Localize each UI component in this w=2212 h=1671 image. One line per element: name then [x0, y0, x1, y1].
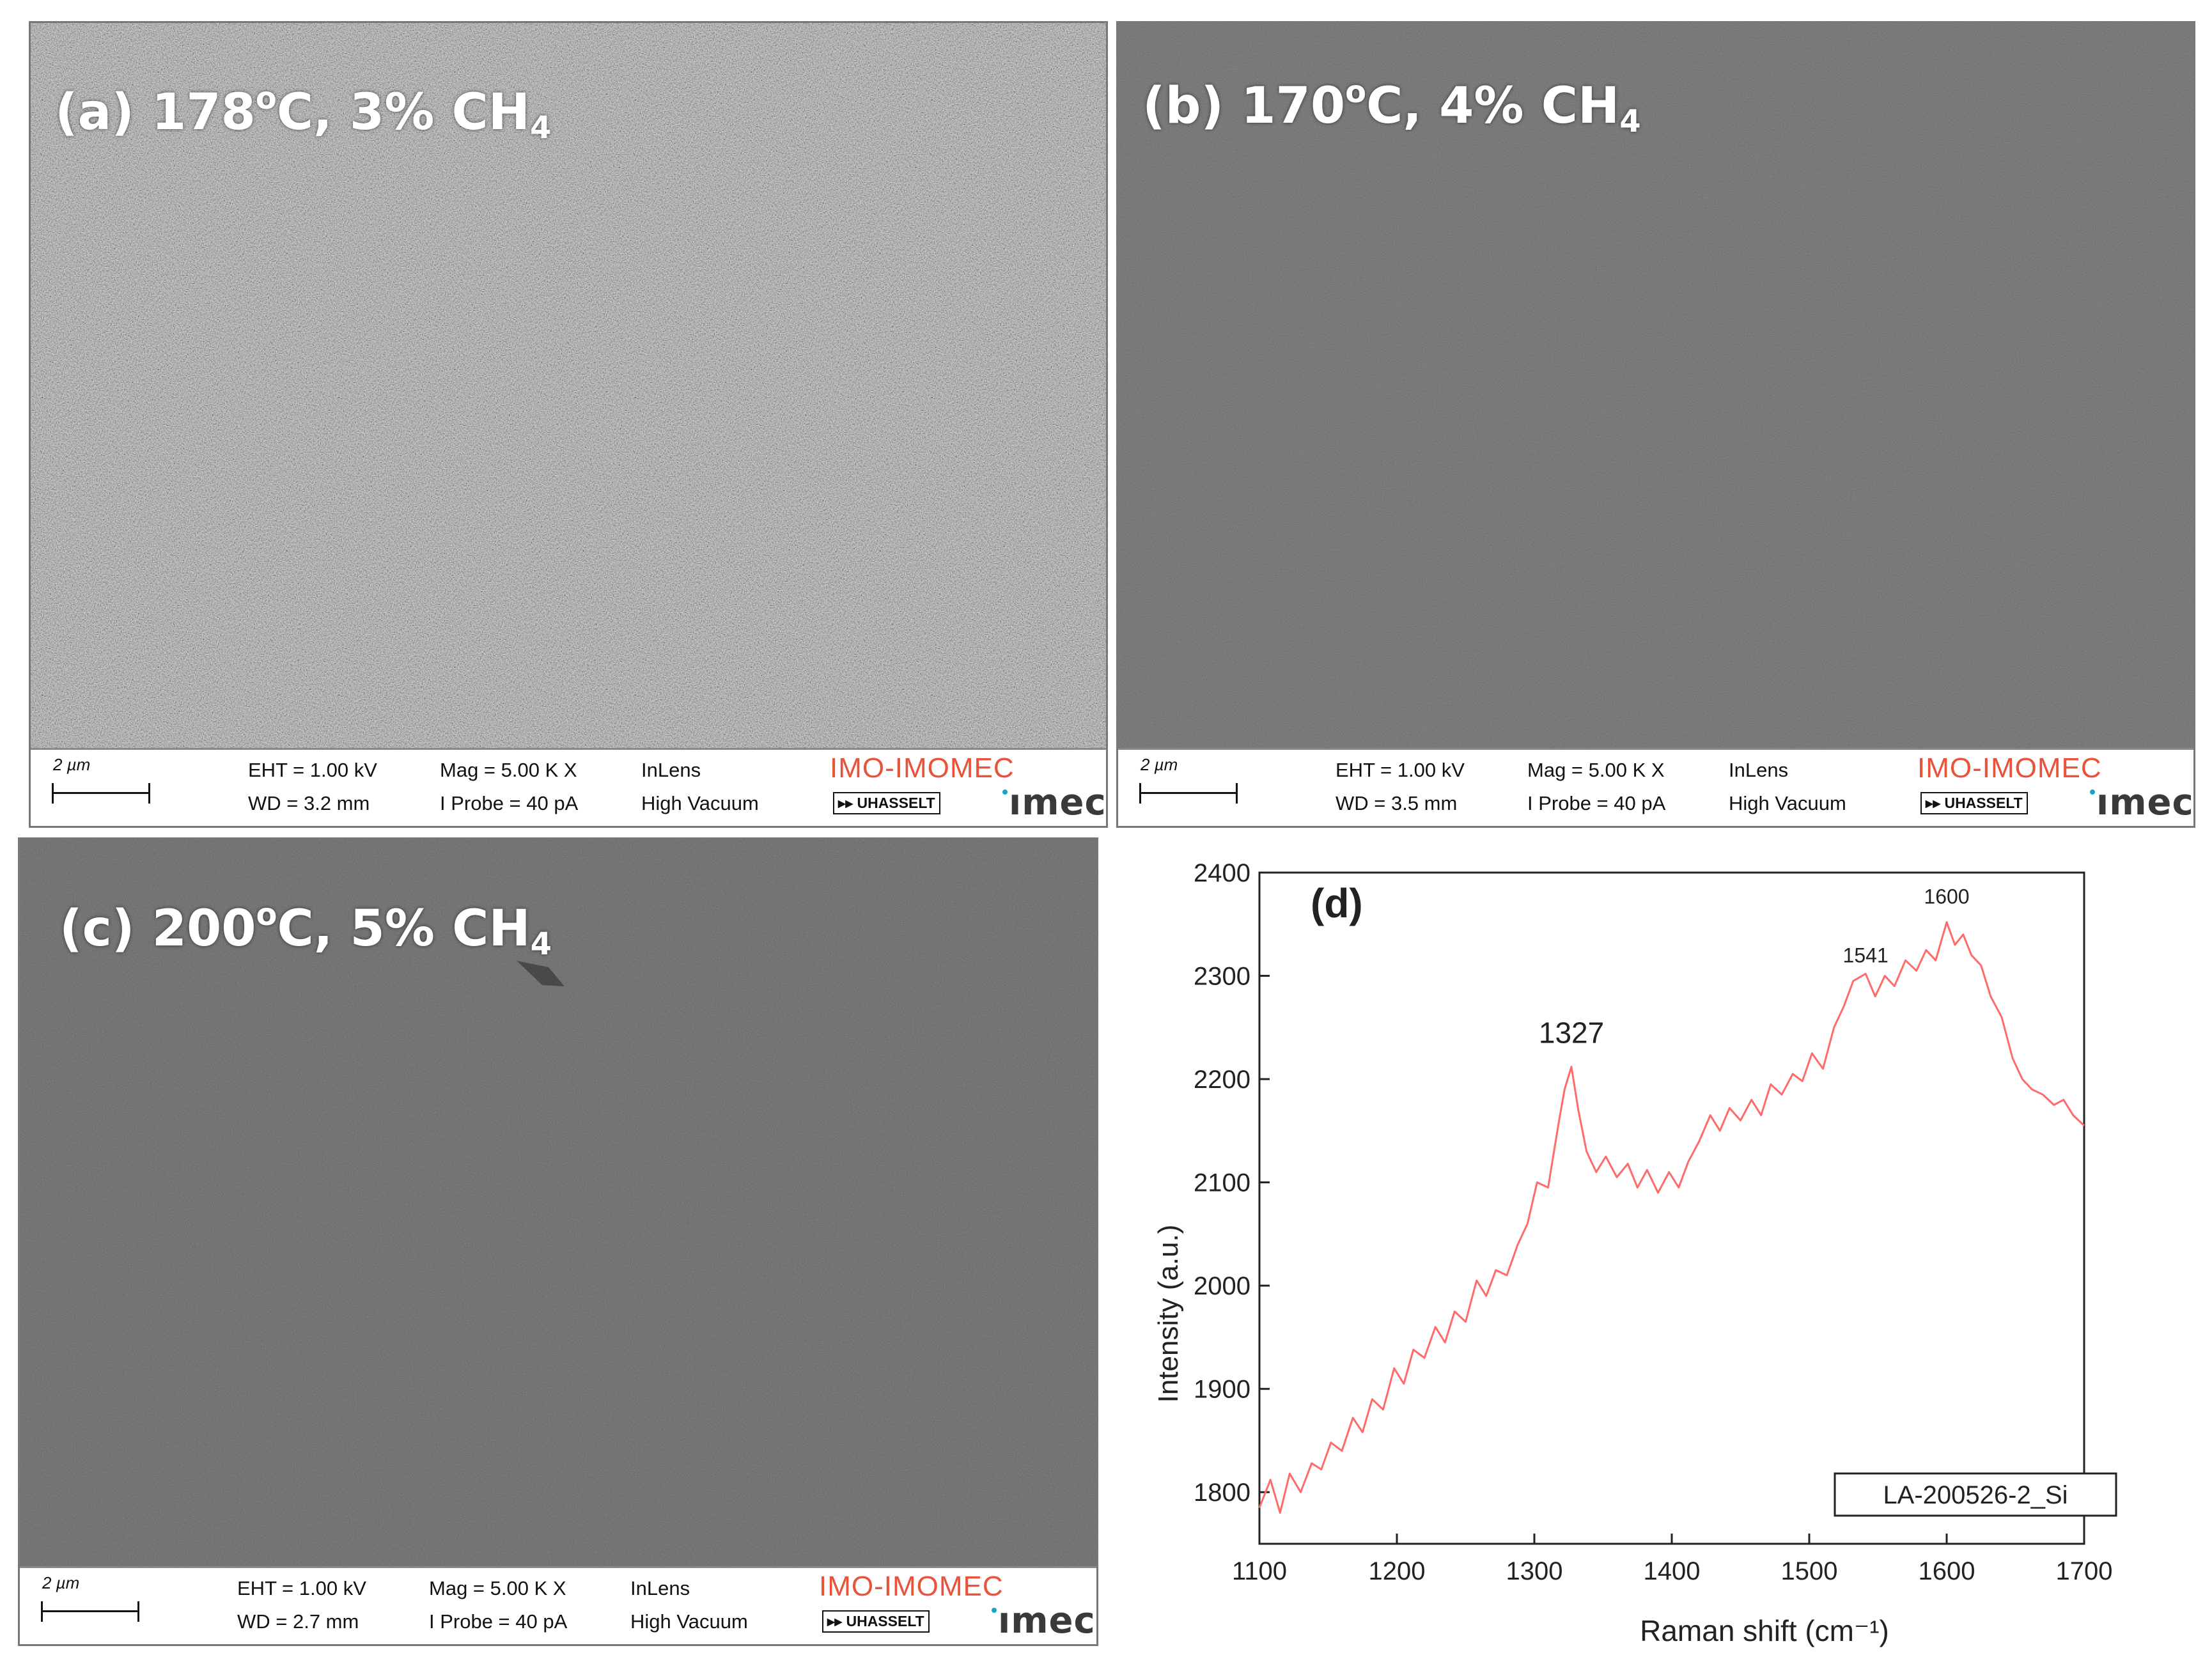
peak-label-1541: 1541	[1843, 944, 1889, 967]
sem-panel-b: (b) 170oC, 4% CH4 2 µm EHT = 1.00 kV WD …	[1116, 21, 2195, 828]
sem-texture-c	[20, 839, 1096, 1570]
iprobe-b: I Probe = 40 pA	[1527, 792, 1666, 814]
sem-texture-b	[1118, 23, 2193, 752]
sem-image-a: (a) 178oC, 3% CH4	[31, 23, 1106, 752]
detector-a: InLens	[641, 759, 701, 781]
scale-label-c: 2 µm	[42, 1573, 80, 1592]
sem-databar-b: 2 µm EHT = 1.00 kV WD = 3.5 mm Mag = 5.0…	[1118, 748, 2193, 826]
y-tick-label: 2400	[1194, 859, 1250, 887]
x-tick-label: 1300	[1506, 1557, 1563, 1585]
imec-dot-icon	[2090, 789, 2095, 795]
imo-imomec-logo: IMO-IMOMEC	[819, 1571, 1004, 1602]
y-tick-label: 2300	[1194, 963, 1250, 991]
iprobe-a: I Probe = 40 pA	[440, 792, 579, 814]
wd-b: WD = 3.5 mm	[1336, 792, 1458, 814]
scale-bar-b	[1139, 783, 1238, 804]
legend-box: LA-200526-2_Si	[1834, 1472, 2117, 1517]
sem-texture-a	[31, 23, 1106, 752]
mag-c: Mag = 5.00 K X	[429, 1577, 566, 1599]
sem-panel-a: (a) 178oC, 3% CH4 2 µm EHT = 1.00 kV WD …	[29, 21, 1108, 828]
imec-dot-icon	[1002, 789, 1008, 795]
sem-databar-a: 2 µm EHT = 1.00 kV WD = 3.2 mm Mag = 5.0…	[31, 748, 1106, 826]
imo-imomec-logo: IMO-IMOMEC	[1917, 752, 2102, 784]
raman-series	[1258, 921, 2085, 1514]
plot-border	[1258, 871, 2085, 1545]
x-tick-label: 1700	[2056, 1557, 2113, 1585]
y-tick-label: 2000	[1194, 1272, 1250, 1300]
panel-label-c: (c) 200oC, 5% CH4	[59, 897, 552, 962]
eht-b: EHT = 1.00 kV	[1336, 759, 1465, 781]
mag-b: Mag = 5.00 K X	[1527, 759, 1665, 781]
scale-label-a: 2 µm	[53, 755, 91, 774]
legend-text: LA-200526-2_Si	[1883, 1481, 2068, 1509]
x-tick-label: 1200	[1369, 1557, 1426, 1585]
eht-a: EHT = 1.00 kV	[248, 759, 377, 781]
scale-bar-a	[52, 783, 150, 804]
vacuum-c: High Vacuum	[630, 1610, 748, 1633]
scale-label-b: 2 µm	[1141, 755, 1178, 774]
vacuum-a: High Vacuum	[641, 792, 759, 814]
raman-chart: 1100 1200 1300 1400 1500 1600 1700 1800 1900 2000…	[1153, 859, 2117, 1647]
mag-a: Mag = 5.00 K X	[440, 759, 577, 781]
wd-c: WD = 2.7 mm	[237, 1610, 359, 1633]
raman-spectrum-line	[1258, 921, 2085, 1514]
sem-databar-c: 2 µm EHT = 1.00 kV WD = 2.7 mm Mag = 5.0…	[20, 1566, 1096, 1644]
imec-logo: ımec	[1009, 782, 1107, 823]
y-tick-label: 2200	[1194, 1066, 1250, 1094]
detector-c: InLens	[630, 1577, 690, 1599]
x-tick-label: 1500	[1781, 1557, 1838, 1585]
peak-annotations: 1327 1541 1600	[1539, 885, 1970, 1049]
eht-c: EHT = 1.00 kV	[237, 1577, 366, 1599]
imec-dot-icon	[992, 1608, 997, 1613]
uhasselt-logo: ▸▸ UHASSELT	[822, 1610, 930, 1633]
y-tick-label: 2100	[1194, 1169, 1250, 1197]
legend-frame	[1834, 1472, 2117, 1517]
sem-image-c: (c) 200oC, 5% CH4	[20, 839, 1096, 1570]
y-axis-label: Intensity (a.u.)	[1153, 1225, 1184, 1403]
peak-label-1327: 1327	[1539, 1016, 1604, 1050]
x-tick-label: 1400	[1644, 1557, 1701, 1585]
iprobe-c: I Probe = 40 pA	[429, 1610, 568, 1633]
x-tick-label: 1600	[1919, 1557, 1975, 1585]
peak-label-1600: 1600	[1924, 885, 1969, 908]
imec-logo: ımec	[2096, 782, 2194, 823]
scale-bar-c	[41, 1601, 139, 1622]
imo-imomec-logo: IMO-IMOMEC	[830, 752, 1015, 784]
y-tick-label: 1800	[1194, 1479, 1250, 1507]
axis-ticks: 1100 1200 1300 1400 1500 1600 1700 1800 1900 2000…	[1194, 859, 2112, 1585]
detector-b: InLens	[1729, 759, 1789, 781]
x-tick-label: 1100	[1232, 1557, 1287, 1585]
panel-label-d: (d)	[1311, 880, 1363, 926]
panel-label-a: (a) 178oC, 3% CH4	[55, 81, 552, 146]
wd-a: WD = 3.2 mm	[248, 792, 370, 814]
panel-label-b: (b) 170oC, 4% CH4	[1142, 74, 1641, 139]
plot-frame	[1258, 871, 2085, 1545]
sem-panel-c: (c) 200oC, 5% CH4 2 µm EHT = 1.00 kV WD …	[18, 837, 1098, 1646]
uhasselt-logo: ▸▸ UHASSELT	[1920, 792, 2028, 814]
uhasselt-logo: ▸▸ UHASSELT	[833, 792, 940, 814]
y-tick-label: 1900	[1194, 1376, 1250, 1404]
vacuum-b: High Vacuum	[1729, 792, 1846, 814]
x-axis-label: Raman shift (cm⁻¹)	[1640, 1614, 1889, 1647]
sem-image-b: (b) 170oC, 4% CH4	[1118, 23, 2193, 752]
imec-logo: ımec	[998, 1600, 1096, 1642]
